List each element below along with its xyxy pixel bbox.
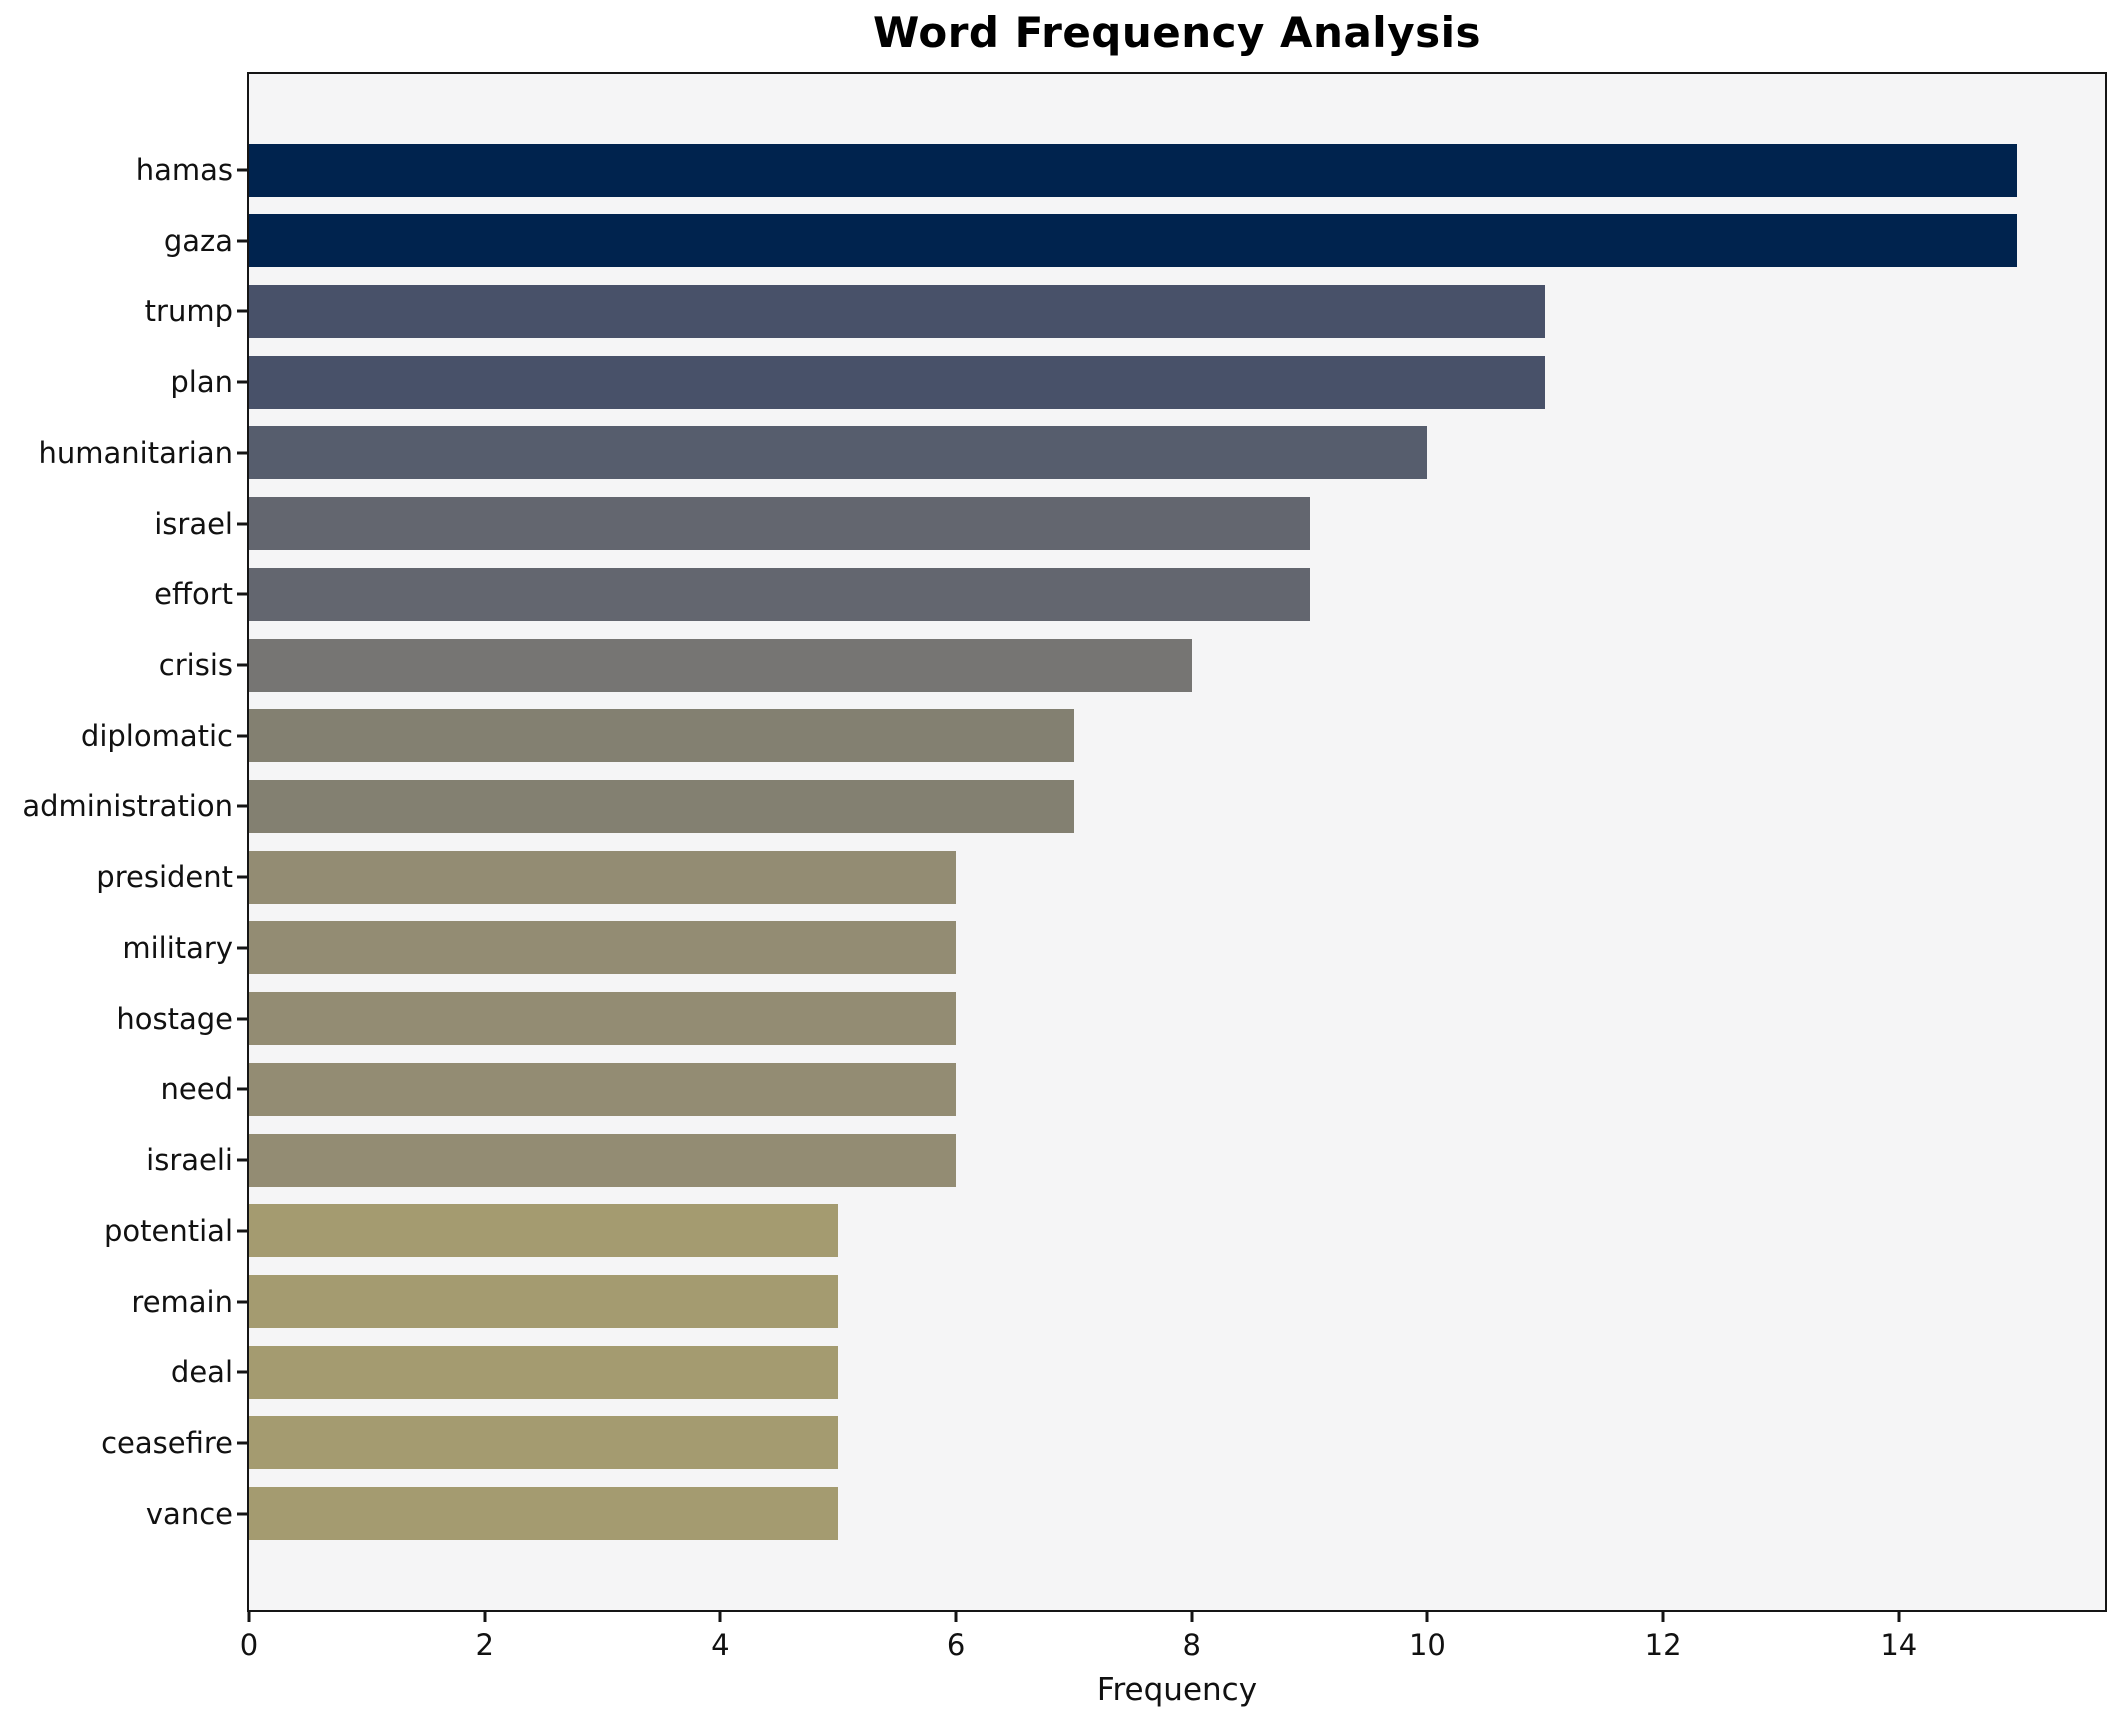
y-tick-hamas <box>237 168 247 172</box>
x-axis-label: Frequency <box>1096 1672 1258 1708</box>
x-tick-label-2: 2 <box>475 1628 494 1662</box>
y-tick-trump <box>237 309 247 313</box>
y-tick-crisis <box>237 663 247 667</box>
bar-ceasefire <box>249 1416 839 1470</box>
bar-hostage <box>249 992 957 1046</box>
y-tick-israel <box>237 522 247 526</box>
bar-crisis <box>249 638 1192 692</box>
bar-effort <box>249 567 1310 621</box>
y-tick-label-ceasefire: ceasefire <box>101 1425 233 1460</box>
x-tick-label-14: 14 <box>1880 1628 1918 1662</box>
y-tick-ceasefire <box>237 1441 247 1445</box>
x-tick-10 <box>1425 1612 1429 1622</box>
y-tick-label-plan: plan <box>170 365 233 400</box>
bar-israel <box>249 497 1310 551</box>
x-tick-14 <box>1897 1612 1901 1622</box>
bar-trump <box>249 284 1546 338</box>
bar-diplomatic <box>249 709 1074 763</box>
y-tick-label-vance: vance <box>145 1496 233 1531</box>
y-tick-hostage <box>237 1017 247 1021</box>
chart-title: Word Frequency Analysis <box>873 8 1481 57</box>
y-tick-label-hamas: hamas <box>135 153 233 187</box>
y-tick-label-trump: trump <box>144 294 233 329</box>
y-tick-label-israel: israel <box>154 506 233 541</box>
x-tick-label-8: 8 <box>1182 1628 1201 1662</box>
y-tick-label-deal: deal <box>170 1355 233 1390</box>
y-tick-label-potential: potential <box>104 1213 233 1248</box>
x-tick-4 <box>718 1612 722 1622</box>
y-tick-diplomatic <box>237 734 247 738</box>
y-tick-remain <box>237 1300 247 1304</box>
y-tick-label-israeli: israeli <box>146 1143 233 1178</box>
bar-israeli <box>249 1133 957 1187</box>
x-tick-label-6: 6 <box>946 1628 966 1662</box>
x-tick-2 <box>483 1612 487 1622</box>
y-tick-label-military: military <box>122 930 233 965</box>
bar-gaza <box>249 214 2017 268</box>
y-tick-label-hostage: hostage <box>116 1001 233 1036</box>
y-tick-effort <box>237 592 247 596</box>
y-tick-military <box>237 946 247 950</box>
bar-humanitarian <box>249 426 1428 480</box>
y-tick-label-remain: remain <box>131 1284 233 1319</box>
plot-area: hamas gaza trump plan humanitarian israel effo… <box>22 72 2107 1622</box>
bar-plan <box>249 355 1546 409</box>
bar-military <box>249 921 957 975</box>
bar-deal <box>249 1345 839 1399</box>
x-tick-0 <box>247 1612 251 1622</box>
y-tick-humanitarian <box>237 451 247 455</box>
bar-vance <box>249 1487 839 1541</box>
x-tick-label-12: 12 <box>1644 1628 1682 1662</box>
x-tick-label-10: 10 <box>1408 1628 1446 1662</box>
y-tick-need <box>237 1087 247 1091</box>
y-tick-potential <box>237 1229 247 1233</box>
x-tick-8 <box>1190 1612 1194 1622</box>
y-tick-president <box>237 875 247 879</box>
bar-potential <box>249 1204 839 1258</box>
y-tick-administration <box>237 804 247 808</box>
y-tick-label-need: need <box>160 1072 233 1107</box>
y-tick-label-crisis: crisis <box>158 648 233 683</box>
y-tick-deal <box>237 1370 247 1374</box>
bar-remain <box>249 1275 839 1329</box>
y-tick-label-president: president <box>96 860 233 895</box>
x-tick-6 <box>954 1612 958 1622</box>
bar-administration <box>249 779 1074 833</box>
y-tick-label-diplomatic: diplomatic <box>80 718 233 753</box>
x-tick-label-0: 0 <box>239 1628 259 1662</box>
y-tick-gaza <box>237 239 247 243</box>
y-tick-israeli <box>237 1158 247 1162</box>
bar-president <box>249 850 957 904</box>
y-tick-label-gaza: gaza <box>163 223 233 258</box>
y-tick-vance <box>237 1512 247 1516</box>
y-tick-label-humanitarian: humanitarian <box>38 435 234 470</box>
y-tick-label-effort: effort <box>154 577 233 612</box>
bar-need <box>249 1062 957 1116</box>
x-tick-label-4: 4 <box>711 1628 730 1662</box>
x-tick-12 <box>1661 1612 1665 1622</box>
y-tick-label-administration: administration <box>22 789 233 824</box>
bar-hamas <box>249 143 2017 197</box>
y-tick-plan <box>237 380 247 384</box>
